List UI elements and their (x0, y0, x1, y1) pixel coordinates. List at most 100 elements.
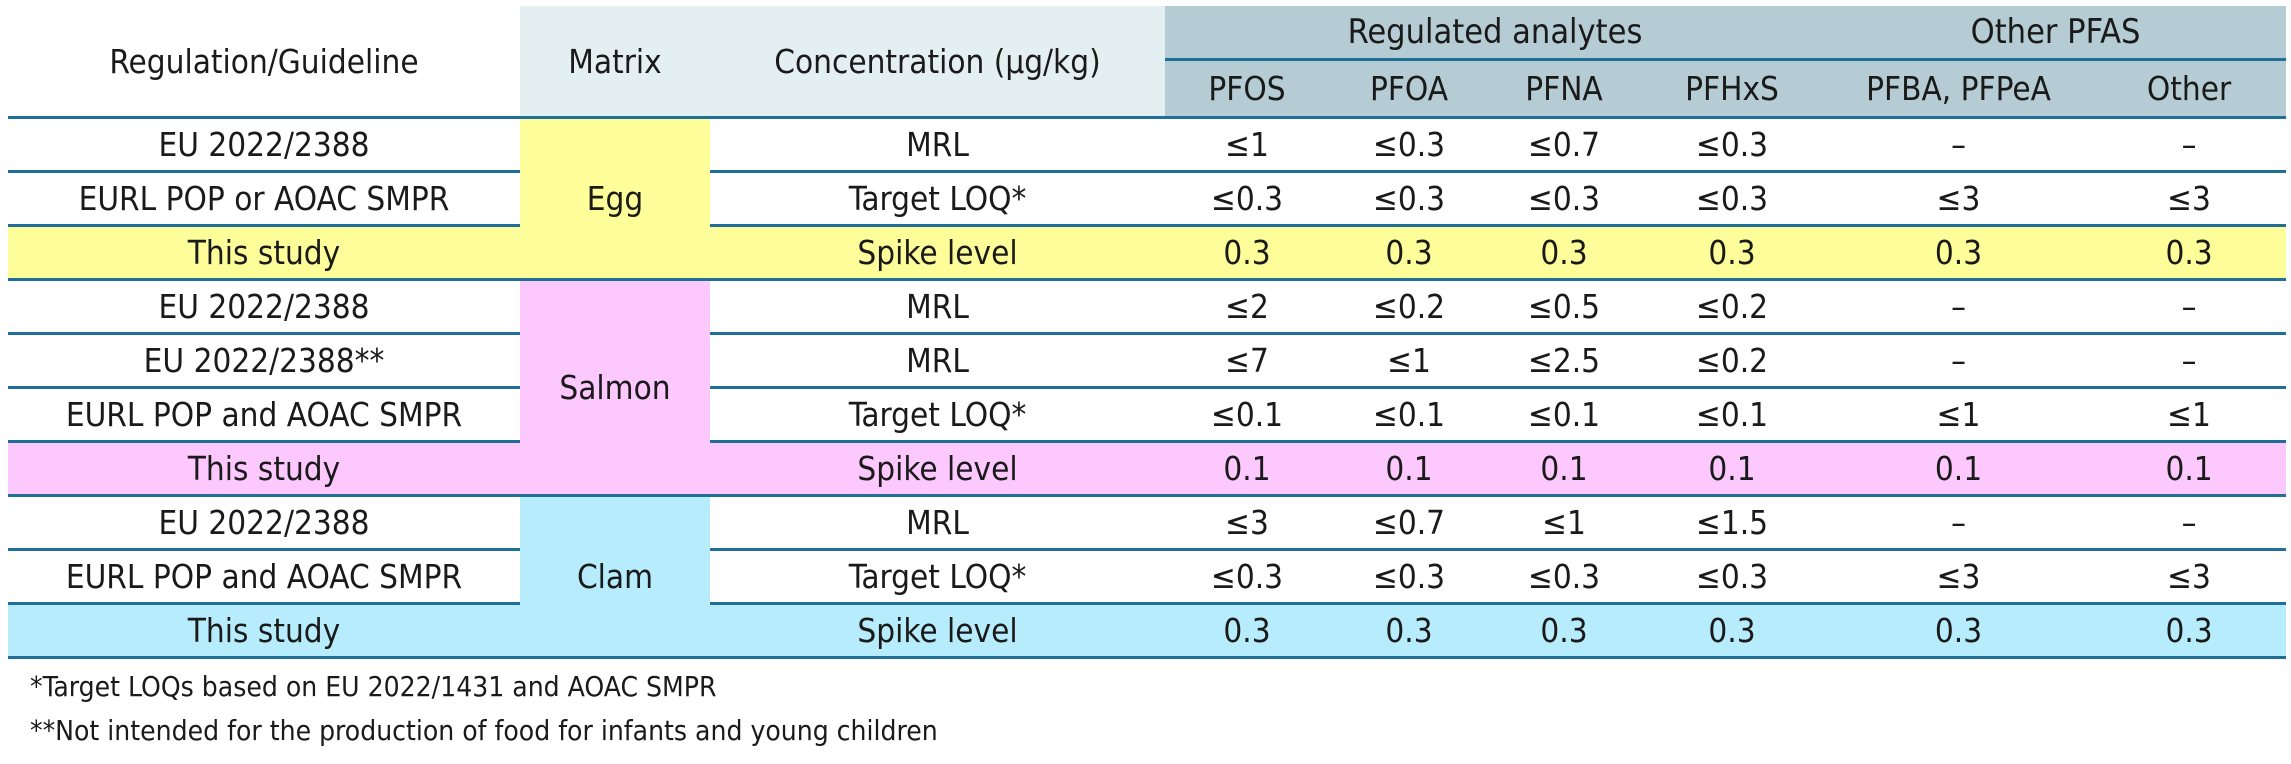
cell-value: ≤0.7 (1489, 117, 1639, 173)
cell-value: ≤0.3 (1639, 549, 1826, 605)
header-analyte: PFOA (1329, 59, 1489, 119)
cell-value: – (2092, 333, 2287, 389)
cell-value: ≤0.7 (1329, 495, 1489, 551)
cell-value: 0.3 (2092, 225, 2287, 281)
table-row: EU 2022/2388** MRL ≤7 ≤1 ≤2.5 ≤0.2– – (8, 333, 2287, 389)
cell-value: ≤3 (2092, 171, 2287, 227)
header-group-other: Other PFAS (1825, 6, 2287, 61)
cell-matrix: Clam (520, 495, 710, 659)
header-analyte: PFNA (1489, 59, 1639, 119)
cell-value: – (2092, 117, 2287, 173)
cell-value: ≤0.5 (1489, 279, 1639, 335)
cell-regulation: EU 2022/2388 (8, 495, 520, 551)
cell-value: – (1825, 495, 2093, 551)
cell-value: 0.3 (1165, 225, 1329, 281)
cell-value: ≤0.3 (1329, 549, 1489, 605)
cell-value: ≤0.3 (1329, 117, 1489, 173)
cell-value: 0.3 (1825, 603, 2093, 659)
cell-value: ≤3 (1825, 549, 2093, 605)
cell-value: 0.3 (1825, 225, 2093, 281)
cell-value: ≤1 (1489, 495, 1639, 551)
cell-value: – (1825, 117, 2093, 173)
cell-value: ≤1 (2092, 387, 2287, 443)
header-concentration: Concentration (μg/kg) (710, 6, 1165, 119)
cell-value: 0.1 (1489, 441, 1639, 497)
cell-value: 0.3 (1165, 603, 1329, 659)
table-row: EU 2022/2388 Salmon MRL ≤2 ≤0.2 ≤0.5 ≤0.2– – (8, 279, 2287, 497)
cell-value: ≤0.1 (1489, 387, 1639, 443)
header-group-regulated: Regulated analytes (1165, 6, 1826, 61)
cell-value: 0.3 (1489, 225, 1639, 281)
cell-value: 0.1 (2092, 441, 2287, 497)
cell-regulation: This study (8, 603, 520, 659)
cell-value: 0.3 (1639, 603, 1826, 659)
cell-regulation: EU 2022/2388** (8, 333, 520, 389)
cell-concentration: MRL (710, 117, 1165, 173)
table-row: EU 2022/2388 Clam MRL ≤3 ≤0.7 ≤1 ≤1.5– – (8, 495, 2287, 659)
header-analyte: PFBA, PFPeA (1825, 59, 2093, 119)
cell-regulation: EURL POP and AOAC SMPR (8, 387, 520, 443)
cell-value: – (2092, 495, 2287, 551)
cell-value: ≤0.2 (1639, 333, 1826, 389)
cell-value: ≤2.5 (1489, 333, 1639, 389)
cell-value: 0.3 (1329, 603, 1489, 659)
footnote: **Not intended for the production of foo… (30, 714, 938, 747)
header-matrix: Matrix (520, 6, 710, 119)
cell-value: ≤0.3 (1639, 117, 1826, 173)
table-row: EURL POP and AOAC SMPR Target LOQ* ≤0.1 ≤0.… (8, 387, 2287, 443)
cell-concentration: Spike level (710, 225, 1165, 281)
cell-value: ≤0.3 (1165, 171, 1329, 227)
cell-value: ≤0.2 (1639, 279, 1826, 335)
cell-regulation: EU 2022/2388 (8, 279, 520, 335)
table-row: This study Spike level 0.1 0.1 0.1 0.1 0.1 0.1 (8, 441, 2287, 497)
cell-value: ≤1 (1825, 387, 2093, 443)
cell-value: ≤0.2 (1329, 279, 1489, 335)
cell-value: 0.1 (1639, 441, 1826, 497)
header-analyte: PFHxS (1639, 59, 1826, 119)
cell-value: ≤3 (1825, 171, 2093, 227)
cell-value: ≤7 (1165, 333, 1329, 389)
cell-value: ≤0.3 (1165, 549, 1329, 605)
cell-concentration: MRL (710, 495, 1165, 551)
footnote: *Target LOQs based on EU 2022/1431 and A… (30, 670, 717, 703)
cell-value: ≤3 (1165, 495, 1329, 551)
cell-value: – (2092, 279, 2287, 335)
cell-value: ≤1 (1165, 117, 1329, 173)
table-row: EURL POP and AOAC SMPR Target LOQ* ≤0.3 ≤0.… (8, 549, 2287, 605)
cell-value: ≤1.5 (1639, 495, 1826, 551)
header-regulation: Regulation/Guideline (8, 6, 520, 119)
cell-concentration: Spike level (710, 441, 1165, 497)
cell-regulation: EURL POP and AOAC SMPR (8, 549, 520, 605)
cell-matrix: Salmon (520, 279, 710, 497)
cell-value: 0.3 (1329, 225, 1489, 281)
table-row: This study Spike level 0.3 0.3 0.3 0.3 0.3 0.3 (8, 225, 2287, 281)
cell-regulation: This study (8, 225, 520, 281)
table-body: EU 2022/2388 Egg MRL ≤1 ≤0.3 ≤0.7 ≤0.3– – EURL P… (8, 117, 2287, 659)
cell-value: – (1825, 333, 2093, 389)
cell-matrix: Egg (520, 117, 710, 281)
cell-value: – (1825, 279, 2093, 335)
pfas-regulation-table: Regulation/Guideline Matrix Concentratio… (8, 6, 2287, 659)
table-row: EURL POP or AOAC SMPR Target LOQ* ≤0.3 ≤0.3… (8, 171, 2287, 227)
table-row: This study Spike level 0.3 0.3 0.3 0.3 0.3 0.3 (8, 603, 2287, 659)
cell-regulation: This study (8, 441, 520, 497)
cell-concentration: Spike level (710, 603, 1165, 659)
cell-value: 0.3 (1489, 603, 1639, 659)
cell-value: ≤1 (1329, 333, 1489, 389)
cell-value: 0.3 (2092, 603, 2287, 659)
pfas-table-figure: Regulation/Guideline Matrix Concentratio… (8, 6, 2287, 753)
cell-value: ≤3 (2092, 549, 2287, 605)
cell-concentration: Target LOQ* (710, 171, 1165, 227)
cell-value: 0.1 (1329, 441, 1489, 497)
cell-value: ≤2 (1165, 279, 1329, 335)
footnotes: *Target LOQs based on EU 2022/1431 and A… (8, 665, 2286, 753)
cell-value: ≤0.3 (1329, 171, 1489, 227)
cell-regulation: EU 2022/2388 (8, 117, 520, 173)
table-row: EU 2022/2388 Egg MRL ≤1 ≤0.3 ≤0.7 ≤0.3– – (8, 117, 2287, 281)
header-analyte: Other (2092, 59, 2287, 119)
cell-value: ≤0.1 (1165, 387, 1329, 443)
cell-value: ≤0.3 (1489, 171, 1639, 227)
cell-value: 0.1 (1165, 441, 1329, 497)
cell-concentration: Target LOQ* (710, 549, 1165, 605)
cell-value: ≤0.3 (1639, 171, 1826, 227)
